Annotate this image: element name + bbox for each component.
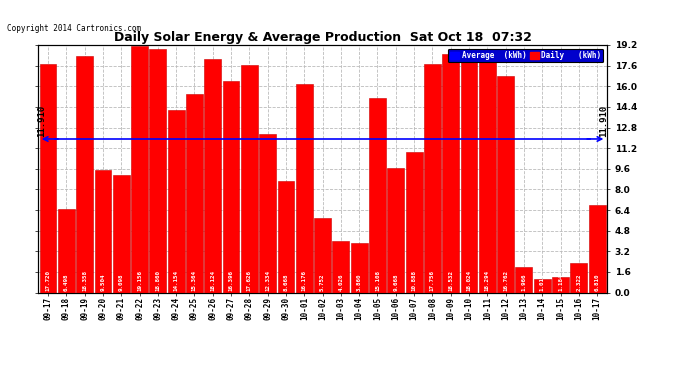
- Bar: [95, 170, 111, 292]
- Text: 14.154: 14.154: [174, 270, 179, 291]
- Text: 9.098: 9.098: [119, 273, 124, 291]
- Text: 1.966: 1.966: [522, 273, 526, 291]
- Text: 16.176: 16.176: [302, 270, 307, 291]
- Text: Copyright 2014 Cartronics.com: Copyright 2014 Cartronics.com: [7, 24, 141, 33]
- Text: 3.860: 3.860: [357, 273, 362, 291]
- Text: 11.910: 11.910: [37, 105, 46, 137]
- Bar: [479, 57, 495, 292]
- Bar: [589, 205, 606, 292]
- Text: 16.762: 16.762: [503, 270, 508, 291]
- Bar: [76, 56, 93, 292]
- Text: 12.334: 12.334: [265, 270, 270, 291]
- Bar: [387, 168, 404, 292]
- Text: 6.498: 6.498: [63, 273, 69, 291]
- Text: 11.910: 11.910: [599, 105, 608, 137]
- Text: 4.026: 4.026: [338, 273, 344, 291]
- Bar: [534, 279, 551, 292]
- Bar: [150, 50, 166, 292]
- Text: 8.668: 8.668: [284, 273, 288, 291]
- Text: 17.720: 17.720: [46, 270, 50, 291]
- Bar: [58, 209, 75, 292]
- Text: 17.626: 17.626: [247, 270, 252, 291]
- Bar: [241, 65, 258, 292]
- Bar: [515, 267, 533, 292]
- Text: 18.358: 18.358: [82, 270, 87, 291]
- Bar: [39, 64, 57, 292]
- Bar: [461, 60, 477, 292]
- Bar: [186, 94, 203, 292]
- Bar: [277, 181, 295, 292]
- Text: 5.752: 5.752: [320, 273, 325, 291]
- Bar: [112, 175, 130, 292]
- Text: 18.294: 18.294: [485, 270, 490, 291]
- Title: Daily Solar Energy & Average Production  Sat Oct 18  07:32: Daily Solar Energy & Average Production …: [114, 31, 531, 44]
- Text: 18.860: 18.860: [155, 270, 160, 291]
- Bar: [442, 54, 459, 292]
- Bar: [168, 110, 184, 292]
- Bar: [223, 81, 239, 292]
- Bar: [351, 243, 368, 292]
- Text: 1.184: 1.184: [558, 274, 563, 291]
- Bar: [314, 218, 331, 292]
- Bar: [131, 46, 148, 292]
- Legend: Average  (kWh), Daily   (kWh): Average (kWh), Daily (kWh): [448, 49, 603, 62]
- Bar: [259, 134, 276, 292]
- Text: 9.668: 9.668: [393, 273, 398, 291]
- Bar: [571, 262, 587, 292]
- Bar: [406, 152, 422, 292]
- Text: 18.024: 18.024: [466, 270, 471, 291]
- Text: 16.396: 16.396: [228, 270, 233, 291]
- Text: 10.888: 10.888: [412, 270, 417, 291]
- Bar: [552, 277, 569, 292]
- Text: 15.108: 15.108: [375, 270, 380, 291]
- Text: 18.124: 18.124: [210, 270, 215, 291]
- Text: 19.156: 19.156: [137, 270, 142, 291]
- Text: 2.322: 2.322: [576, 273, 582, 291]
- Bar: [296, 84, 313, 292]
- Bar: [369, 98, 386, 292]
- Text: 17.756: 17.756: [430, 270, 435, 291]
- Text: 18.532: 18.532: [448, 270, 453, 291]
- Text: 1.016: 1.016: [540, 274, 544, 291]
- Bar: [333, 241, 349, 292]
- Text: 15.364: 15.364: [192, 270, 197, 291]
- Text: 9.504: 9.504: [101, 273, 106, 291]
- Bar: [497, 76, 514, 292]
- Bar: [204, 59, 221, 292]
- Bar: [424, 64, 441, 292]
- Text: 6.810: 6.810: [595, 273, 600, 291]
